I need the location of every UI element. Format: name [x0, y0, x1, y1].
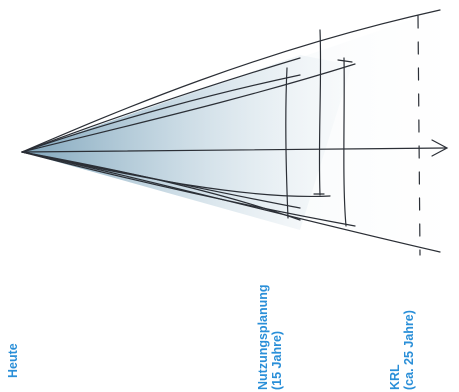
time-axis	[21, 147, 446, 153]
cut-line-3-top	[337, 59, 353, 63]
label-krl-line1: KRL	[388, 364, 402, 390]
outer-ray-top	[21, 9, 441, 153]
label-heute-text: Heute	[6, 343, 20, 378]
cut-line-2	[318, 29, 322, 196]
label-heute: Heute	[6, 343, 20, 378]
label-krl: KRL (ca. 25 Jahre)	[388, 310, 416, 390]
inner-ray-2	[21, 74, 301, 153]
cut-line-1	[285, 67, 289, 219]
label-nutzungsplanung-line1: Nutzungsplanung	[256, 284, 270, 390]
inner-ray-6	[21, 151, 331, 198]
inner-cone-fill	[22, 55, 352, 230]
inner-ray-3	[21, 63, 356, 153]
inner-ray-7	[21, 151, 356, 227]
label-nutzungsplanung: Nutzungsplanung (15 Jahre)	[256, 284, 284, 390]
inner-ray-1	[21, 57, 301, 153]
time-axis-arrowhead	[431, 139, 449, 157]
label-nutzungsplanung-line2: (15 Jahre)	[270, 330, 284, 390]
label-krl-line2: (ca. 25 Jahre)	[402, 310, 416, 390]
cut-line-3	[343, 57, 347, 227]
